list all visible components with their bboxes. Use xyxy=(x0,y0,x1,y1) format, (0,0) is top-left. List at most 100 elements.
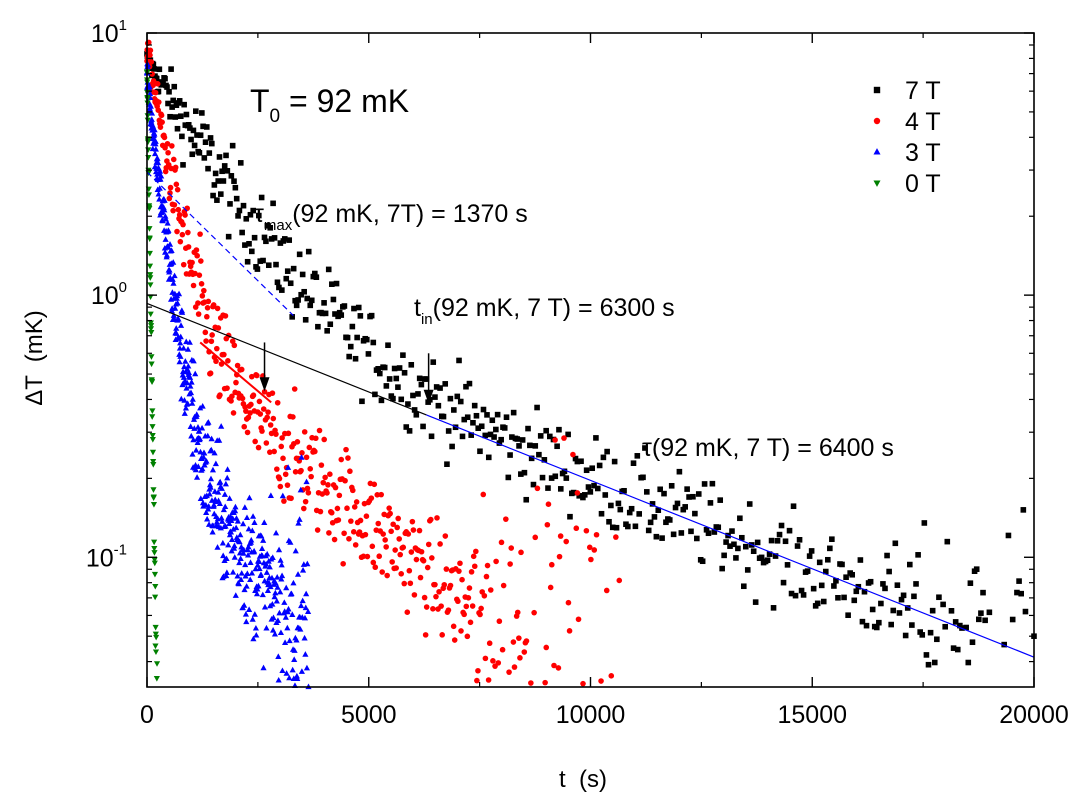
data-point xyxy=(692,511,698,517)
data-point xyxy=(421,558,427,564)
data-point xyxy=(333,485,339,491)
data-point xyxy=(157,66,163,72)
data-point xyxy=(392,366,398,372)
data-point xyxy=(807,553,813,559)
data-point xyxy=(895,582,901,588)
data-point xyxy=(356,305,362,311)
data-point xyxy=(849,572,855,578)
data-point xyxy=(203,338,209,344)
data-point xyxy=(483,656,489,662)
data-point xyxy=(401,581,407,587)
data-point xyxy=(700,558,706,564)
data-point xyxy=(907,562,913,568)
x-tick-label: 0 xyxy=(140,701,154,729)
data-point xyxy=(273,262,279,268)
data-point xyxy=(307,303,313,309)
data-point xyxy=(309,298,315,304)
data-point xyxy=(294,303,300,309)
data-point xyxy=(331,297,337,303)
data-point xyxy=(710,481,716,487)
data-point xyxy=(288,495,294,501)
data-point xyxy=(451,623,457,629)
data-point xyxy=(325,482,331,488)
data-point xyxy=(411,527,417,533)
data-point xyxy=(679,530,685,536)
data-point xyxy=(669,483,675,489)
data-point xyxy=(524,638,530,644)
data-point xyxy=(303,499,309,505)
legend-label-4: 0 T xyxy=(905,170,941,198)
data-point xyxy=(493,559,499,565)
data-point xyxy=(194,247,200,253)
data-point xyxy=(429,433,435,439)
data-point xyxy=(194,253,200,259)
data-point xyxy=(227,201,233,207)
data-point xyxy=(886,569,892,575)
data-point xyxy=(335,506,341,512)
data-point xyxy=(511,410,517,416)
data-point xyxy=(241,424,247,430)
data-point xyxy=(467,381,473,387)
data-point xyxy=(230,143,236,149)
data-point xyxy=(424,604,430,610)
data-point xyxy=(268,422,274,428)
data-point xyxy=(363,532,369,538)
data-point xyxy=(451,407,457,413)
data-point xyxy=(432,582,438,588)
data-point xyxy=(389,559,395,565)
data-point xyxy=(787,528,793,534)
data-point xyxy=(148,59,154,65)
data-point xyxy=(554,443,560,449)
data-point xyxy=(507,561,513,567)
data-point xyxy=(329,510,335,516)
data-point xyxy=(405,531,411,537)
data-point xyxy=(446,428,452,434)
data-point xyxy=(291,266,297,272)
data-point xyxy=(271,416,277,422)
data-point xyxy=(608,503,614,509)
data-point xyxy=(441,414,447,420)
data-point xyxy=(420,424,426,430)
data-point xyxy=(888,622,894,628)
data-point xyxy=(556,427,562,433)
data-point xyxy=(563,475,569,481)
legend-label-3: 3 T xyxy=(905,139,941,167)
data-point xyxy=(604,588,610,594)
data-point xyxy=(779,523,785,529)
data-point xyxy=(203,330,209,336)
data-point xyxy=(398,571,404,577)
data-point xyxy=(256,445,262,451)
data-point xyxy=(298,468,304,474)
data-point xyxy=(209,338,215,344)
data-point xyxy=(570,452,576,458)
data-point xyxy=(358,518,364,524)
data-point xyxy=(292,386,298,392)
data-point xyxy=(589,465,595,471)
data-point xyxy=(213,358,219,364)
data-point xyxy=(475,668,481,674)
data-point xyxy=(890,608,896,614)
data-point xyxy=(252,439,258,445)
data-point xyxy=(635,453,641,459)
data-point xyxy=(396,536,402,542)
data-point xyxy=(400,545,406,551)
data-point xyxy=(274,466,280,472)
data-point xyxy=(252,235,258,241)
data-point xyxy=(805,568,811,574)
data-point xyxy=(173,114,179,120)
data-point xyxy=(202,155,208,161)
data-point xyxy=(175,126,181,132)
data-point xyxy=(380,531,386,537)
x-tick-label: 15000 xyxy=(777,701,847,729)
data-point xyxy=(203,139,209,145)
data-point xyxy=(221,178,227,184)
data-point xyxy=(199,281,205,287)
data-point xyxy=(415,391,421,397)
data-point xyxy=(598,678,604,684)
data-point xyxy=(755,540,761,546)
data-point xyxy=(319,462,325,468)
data-point xyxy=(753,599,759,605)
data-point xyxy=(545,522,551,528)
data-point xyxy=(419,382,425,388)
data-point xyxy=(171,157,177,163)
